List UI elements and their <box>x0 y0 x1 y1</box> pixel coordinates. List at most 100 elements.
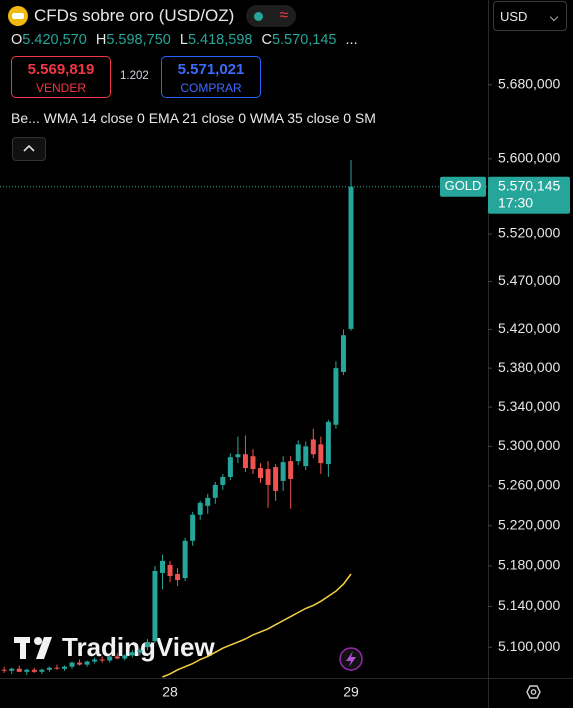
candle-body <box>280 462 286 481</box>
watermark: TradingView <box>14 632 215 662</box>
candle-body <box>333 368 339 425</box>
candle-body <box>129 652 135 656</box>
candle-body <box>99 659 105 661</box>
candle-body <box>69 662 75 667</box>
buy-button[interactable]: 5.571,021 COMPRAR <box>161 56 261 98</box>
status-wave: ≈ <box>279 7 289 24</box>
y-tick-label: 5.340,000 <box>498 398 560 414</box>
candle-body <box>295 444 301 462</box>
candle-body <box>107 656 113 661</box>
candle-body <box>265 469 271 485</box>
candle-body <box>1 669 7 671</box>
candle-body <box>227 457 233 477</box>
candle-body <box>122 655 128 659</box>
settings-center[interactable] <box>530 689 537 695</box>
candle-body <box>318 444 324 464</box>
candle-body <box>212 484 218 498</box>
buy-label: COMPRAR <box>180 81 242 95</box>
candle-body <box>144 642 150 648</box>
candle-body <box>220 476 226 485</box>
lightning-icon[interactable] <box>339 647 363 671</box>
candle-body <box>114 656 120 659</box>
sell-label: VENDER <box>35 81 86 95</box>
currency-select[interactable]: USD <box>493 1 567 31</box>
ohlc-value: 5.418,598 <box>187 32 253 48</box>
candle-body <box>325 421 331 465</box>
candle-body <box>273 467 279 491</box>
ohlc-key: C <box>261 32 272 48</box>
candle-body <box>258 468 264 478</box>
candle-body <box>288 461 294 479</box>
watermark-text: TradingView <box>62 632 215 662</box>
candle-body <box>340 335 346 373</box>
y-tick-label: 5.140,000 <box>498 597 560 613</box>
candle-body <box>16 668 22 672</box>
candle-body <box>61 666 67 669</box>
settings-icon[interactable] <box>526 685 541 699</box>
status-pill[interactable]: ≈ <box>246 5 297 27</box>
candle-body <box>190 514 196 541</box>
y-tick-label: 5.600,000 <box>498 150 560 166</box>
symbol-icon <box>8 6 28 26</box>
price-tag-value: 5.570,145 <box>498 177 560 193</box>
candle-body <box>235 454 241 458</box>
candle-body <box>167 564 173 577</box>
candle-body <box>303 446 309 467</box>
settings-hexagon[interactable] <box>526 685 541 699</box>
y-tick-label: 5.220,000 <box>498 516 560 532</box>
indicators[interactable]: Be... WMA 14 close 0 EMA 21 close 0 WMA … <box>11 110 376 126</box>
y-tick-label: 5.520,000 <box>498 225 560 241</box>
more[interactable]: ... <box>345 32 358 48</box>
watermark-logo <box>36 637 52 659</box>
candle-body <box>250 456 256 470</box>
y-tick-label: 5.260,000 <box>498 477 560 493</box>
ohlc-key: O <box>11 32 23 48</box>
symbol-tag: GOLD <box>445 178 482 193</box>
candle-body <box>152 570 158 642</box>
watermark-logo <box>20 637 26 659</box>
spread: 1.202 <box>120 70 149 82</box>
candle-body <box>160 560 165 573</box>
buy-price: 5.571,021 <box>177 61 245 78</box>
candle-body <box>242 454 248 469</box>
symbol-tag-bg <box>440 176 486 197</box>
candle-body <box>197 502 203 515</box>
y-tick-label: 5.420,000 <box>498 320 560 336</box>
chevron <box>23 144 35 152</box>
y-tick-label: 5.180,000 <box>498 557 560 573</box>
candle-body <box>46 667 52 670</box>
symbol-title[interactable]: CFDs sobre oro (USD/OZ) <box>34 6 235 25</box>
candle-body <box>348 186 354 329</box>
candle-body <box>77 662 83 665</box>
candle-body <box>205 497 211 506</box>
lightning-bolt[interactable] <box>346 651 356 667</box>
header: CFDs sobre oro (USD/OZ) ≈ <box>8 4 297 28</box>
y-tick-label: 5.300,000 <box>498 437 560 453</box>
y-tick-label: 5.470,000 <box>498 272 560 288</box>
candle-body <box>310 439 316 455</box>
y-tick-label: 5.680,000 <box>498 76 560 92</box>
market-open-dot <box>254 11 264 21</box>
ohlc-row: O5.420,570 H5.598,750 L5.418,598 C5.570,… <box>11 32 358 48</box>
candle-body <box>182 540 188 579</box>
ohlc-value: 5.570,145 <box>271 32 337 48</box>
candle-body <box>137 650 143 653</box>
ohlc-value: 5.598,750 <box>106 32 171 48</box>
ohlc-key: L <box>179 32 188 48</box>
collapse-icon <box>23 144 35 152</box>
ohlc-key: H <box>95 32 107 48</box>
collapse-button[interactable] <box>12 137 46 161</box>
candle-body <box>84 661 90 665</box>
watermark-logo <box>34 637 42 645</box>
sell-button[interactable]: 5.569,819 VENDER <box>11 56 111 98</box>
ohlc-value: 5.420,570 <box>22 32 87 48</box>
sell-price: 5.569,819 <box>27 61 95 78</box>
y-tick-label: 5.100,000 <box>498 638 560 654</box>
candle-body <box>31 669 37 672</box>
candle-body <box>175 573 181 581</box>
candle-body <box>39 669 45 672</box>
candle-body <box>54 667 60 669</box>
